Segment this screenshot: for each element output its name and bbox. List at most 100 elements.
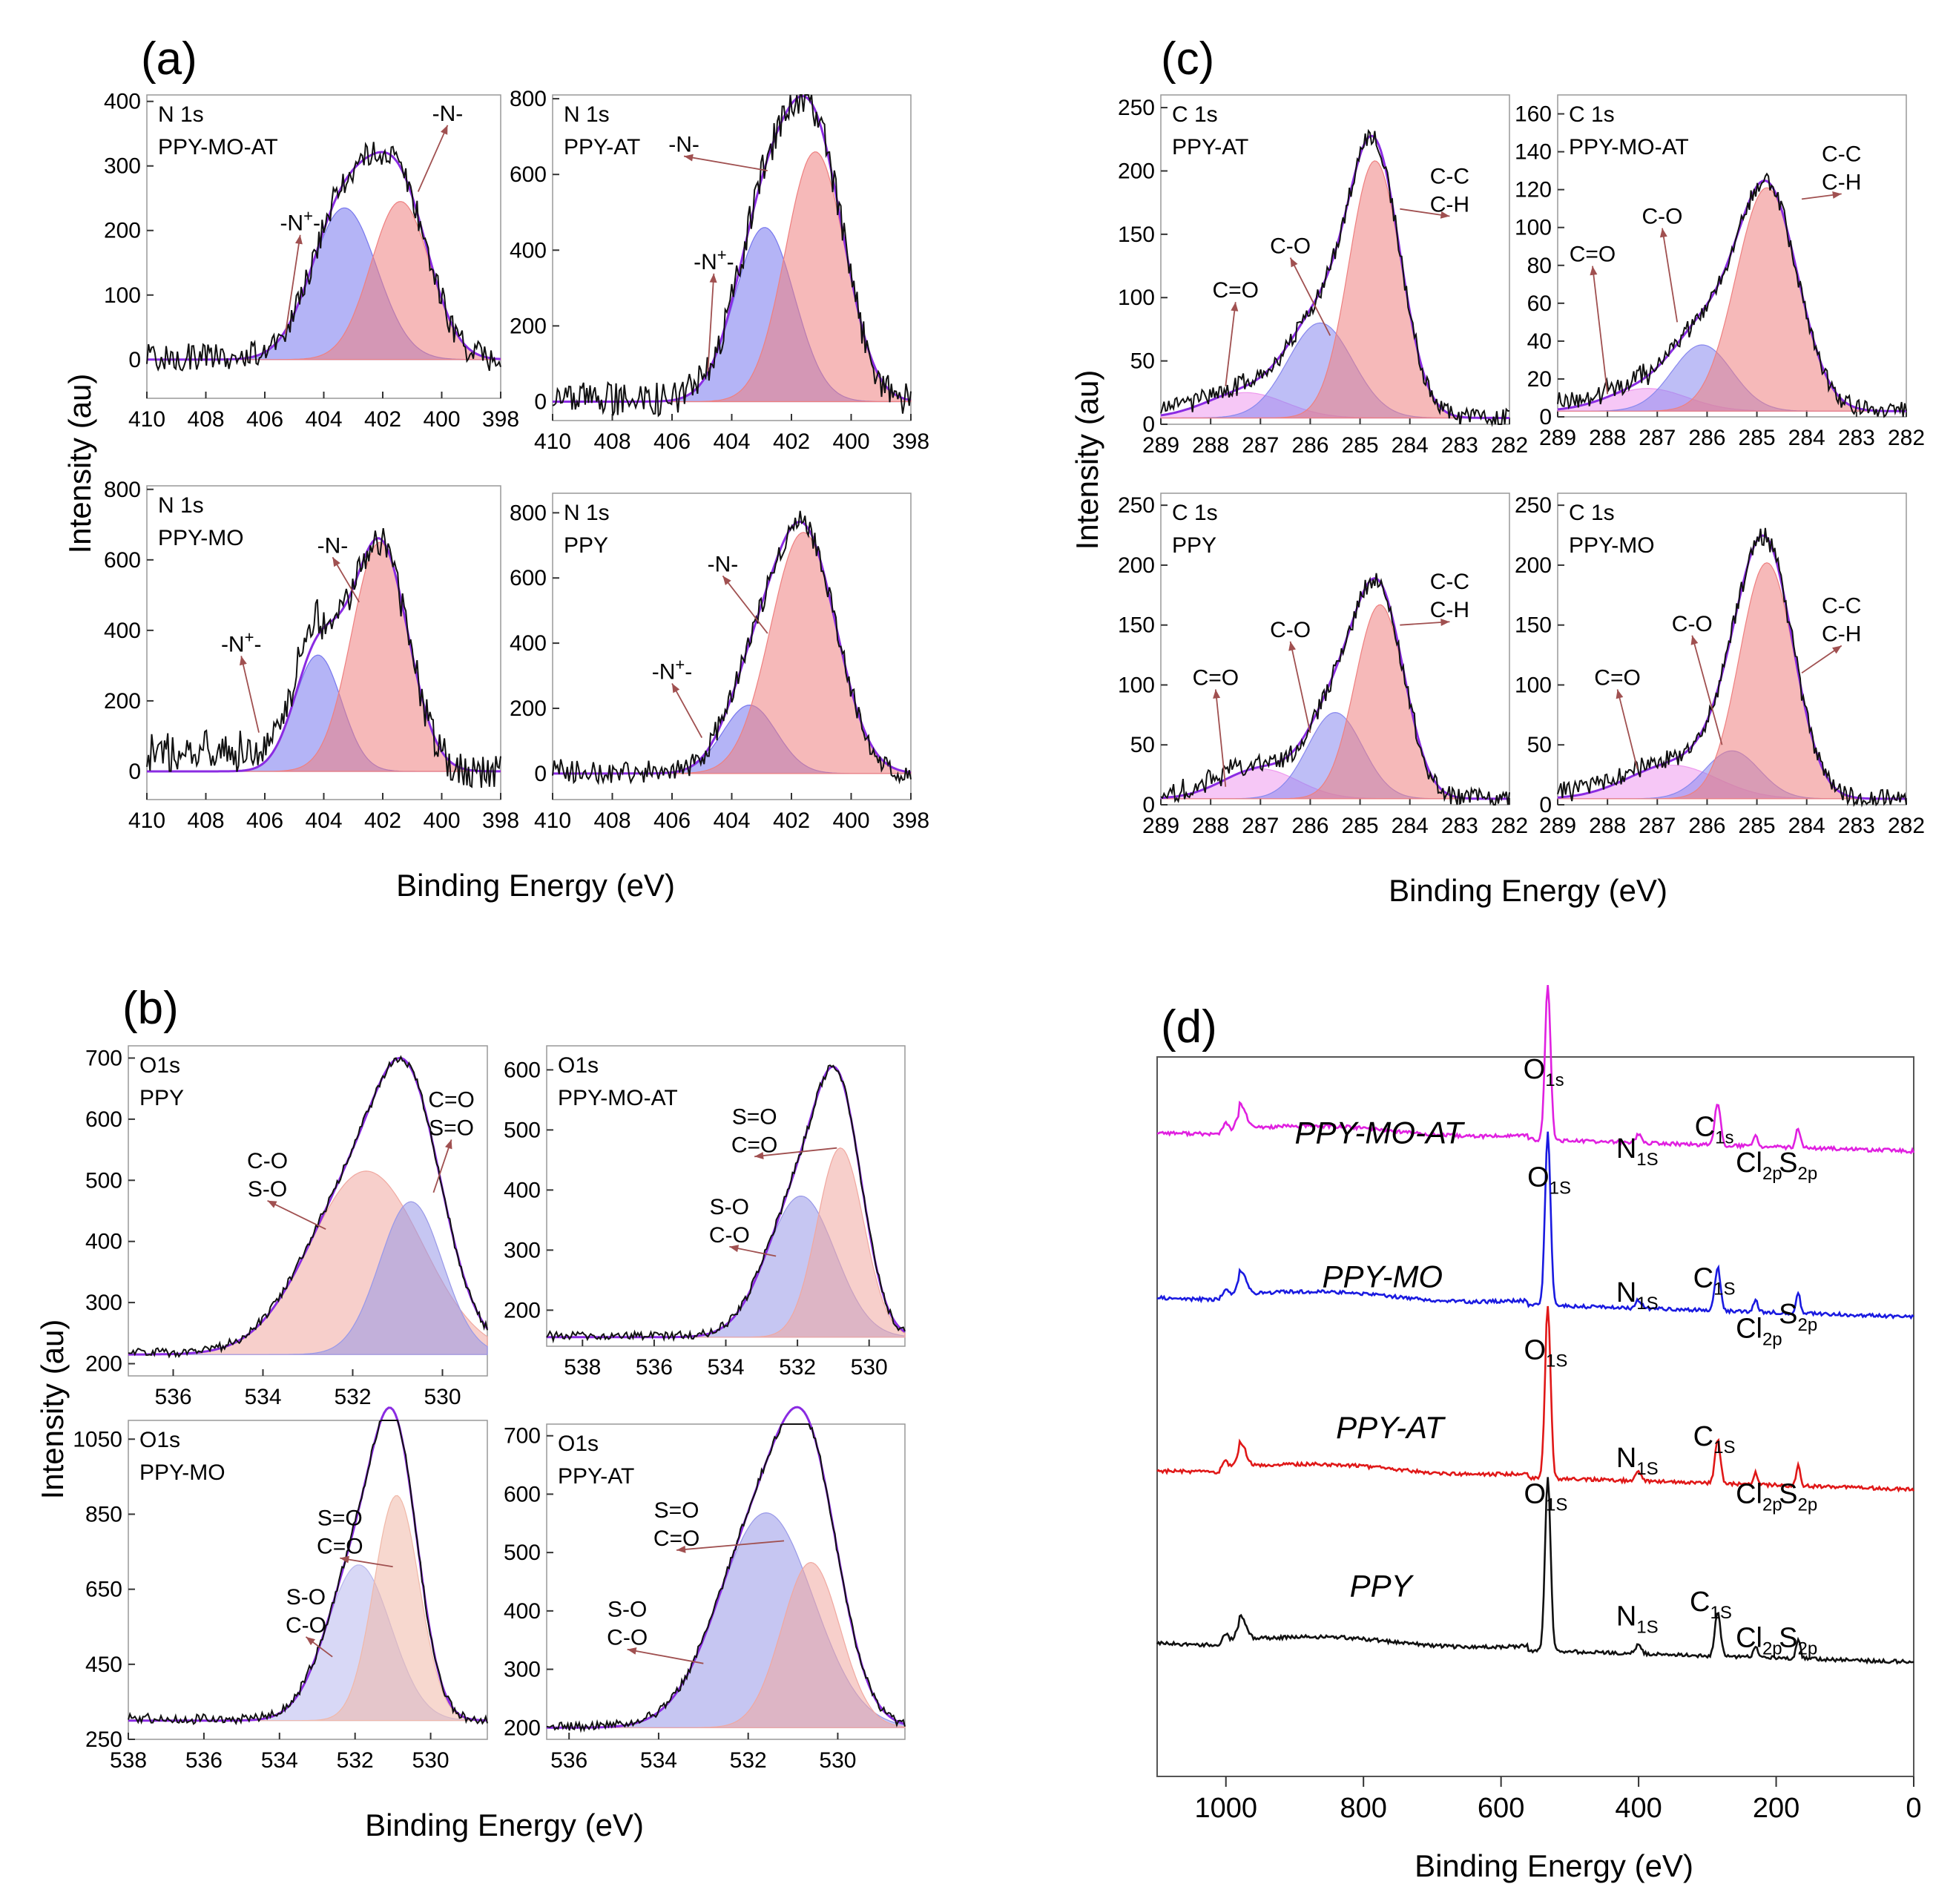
- peak-label: O1S: [1527, 1162, 1571, 1199]
- sample-label: PPY-MO: [1569, 533, 1655, 558]
- panel-title: O1s: [139, 1428, 180, 1452]
- peak-label-sub: 2p: [1762, 1329, 1782, 1349]
- x-tick-label: 400: [423, 407, 460, 432]
- annotation-arrowhead: [295, 234, 303, 245]
- peak-annotation: C-O: [1270, 234, 1311, 258]
- y-tick-label: 0: [1539, 405, 1552, 429]
- peak-component: [128, 1201, 488, 1355]
- chart-b3: 538 536 534 532 530 250 450 650 850 1050 O1s PPY-MO…: [73, 1406, 488, 1773]
- x-tick-label: 534: [640, 1748, 677, 1773]
- peak-label-sub: 1S: [1713, 1279, 1735, 1299]
- sample-label: PPY-AT: [564, 135, 640, 159]
- x-tick-label: 532: [334, 1385, 371, 1409]
- annotation-arrowhead: [722, 576, 731, 585]
- x-tick-label: 283: [1441, 814, 1478, 838]
- annotation-arrow: [1662, 228, 1679, 323]
- y-tick-label: 160: [1515, 102, 1552, 127]
- panel-title: N 1s: [564, 102, 610, 127]
- annot-part: -: [313, 211, 320, 236]
- y-tick-label: 400: [510, 238, 547, 263]
- peak-annotation-line2: C=O: [653, 1526, 700, 1551]
- plot-frame: [1156, 1056, 1914, 1777]
- annotation-arrow: [676, 1540, 785, 1551]
- peak-component: [1161, 604, 1509, 800]
- y-tick-label: 200: [85, 1352, 122, 1377]
- peak-label-sub: 2p: [1798, 1495, 1818, 1515]
- raw-spectrum: [552, 94, 912, 418]
- x-tick-label: 404: [713, 429, 750, 454]
- peak-label: C1S: [1693, 1421, 1736, 1457]
- x-tick-label: 289: [1539, 814, 1576, 838]
- panel-label-c: (c): [1161, 33, 1214, 85]
- y-tick-label: 400: [104, 90, 141, 114]
- y-tick-label: 300: [504, 1238, 541, 1262]
- annotation-arrowhead: [676, 1545, 686, 1553]
- peak-label: O1s: [1524, 1054, 1564, 1090]
- chart-b4: 536 534 532 530 200 300 400 500 600 700 O1s PPY-AT S…: [504, 1406, 906, 1773]
- y-tick-label: 600: [510, 162, 547, 187]
- x-tick-label: 282: [1491, 433, 1528, 458]
- x-tick-label: 286: [1291, 433, 1328, 458]
- x-tick-label: 410: [128, 808, 165, 833]
- x-tick-label: 532: [337, 1748, 374, 1773]
- peak-label-sub: 2p: [1798, 1315, 1818, 1335]
- x-tick-label: 0: [1906, 1793, 1921, 1824]
- x-tick-label: 287: [1639, 814, 1676, 838]
- peak-annotation: S=O: [654, 1498, 699, 1523]
- y-tick-label: 400: [85, 1230, 122, 1254]
- annotation-arrowhead: [1616, 689, 1624, 699]
- x-tick-label: 404: [713, 808, 750, 833]
- chart-c3: 289 288 287 286 285 284 283 282 0 50 100 150 200 250 C…: [1118, 493, 1528, 838]
- peak-label-sub: 1S: [1546, 1495, 1567, 1515]
- y-tick-label: 650: [85, 1578, 122, 1602]
- x-tick-label: 532: [730, 1748, 767, 1773]
- peak-annotation: -N-: [317, 533, 349, 558]
- annotation-arrow: [1289, 257, 1331, 336]
- panel-label-b: (b): [122, 983, 179, 1034]
- peak-annotation: C-O: [247, 1149, 288, 1173]
- y-tick-label: 50: [1130, 349, 1155, 374]
- y-tick-label: 50: [1527, 733, 1552, 757]
- x-tick-label: 536: [636, 1355, 673, 1380]
- sample-label: PPY-MO: [139, 1460, 225, 1485]
- peak-annotation: S-O: [607, 1598, 647, 1622]
- y-tick-label: 300: [104, 154, 141, 179]
- panel-title: N 1s: [158, 493, 204, 518]
- peak-label-sub: 2p: [1762, 1164, 1782, 1184]
- series-label: PPY-MO-AT: [1294, 1115, 1465, 1150]
- x-tick-label: 530: [424, 1385, 461, 1409]
- annot-sup: +: [675, 655, 685, 673]
- chart-a2: 410 408 406 404 402 400 398 0 200 400 600 800 N 1s PP…: [510, 87, 929, 454]
- y-tick-label: 600: [510, 566, 547, 590]
- raw-spectrum: [146, 142, 501, 372]
- y-tick-label: 20: [1527, 367, 1552, 392]
- peak-label: S2p: [1779, 1147, 1817, 1184]
- annotation-arrow: [240, 656, 260, 733]
- peak-annotation: -N-: [432, 102, 464, 126]
- peak-label-sub: 2p: [1798, 1638, 1818, 1658]
- x-tick-label: 408: [593, 429, 630, 454]
- x-tick-label: 406: [246, 808, 283, 833]
- xlabel-a: Binding Energy (eV): [396, 868, 675, 903]
- raw-spectrum: [552, 510, 912, 785]
- annotation-arrow: [1214, 689, 1227, 787]
- annotation-arrow: [417, 125, 449, 192]
- x-tick-label: 402: [773, 429, 810, 454]
- peak-label: S2p: [1779, 1622, 1817, 1658]
- annotation-arrowhead: [1213, 689, 1221, 699]
- y-tick-label: 1050: [73, 1427, 122, 1452]
- y-tick-label: 100: [1118, 286, 1155, 310]
- annotation-arrowhead: [709, 273, 717, 283]
- annotation-arrowhead: [627, 1647, 637, 1655]
- y-tick-label: 50: [1130, 733, 1155, 757]
- peak-label: C1S: [1693, 1262, 1736, 1299]
- y-tick-label: 800: [510, 87, 547, 111]
- x-tick-label: 1000: [1194, 1793, 1257, 1824]
- x-tick-label: 408: [593, 808, 630, 833]
- x-tick-label: 538: [110, 1748, 147, 1773]
- raw-spectrum: [146, 527, 501, 788]
- peak-annotation: C=O: [1193, 665, 1239, 690]
- panel-label-a: (a): [141, 33, 197, 85]
- annotation-arrow: [1592, 266, 1609, 395]
- y-tick-label: 60: [1527, 291, 1552, 316]
